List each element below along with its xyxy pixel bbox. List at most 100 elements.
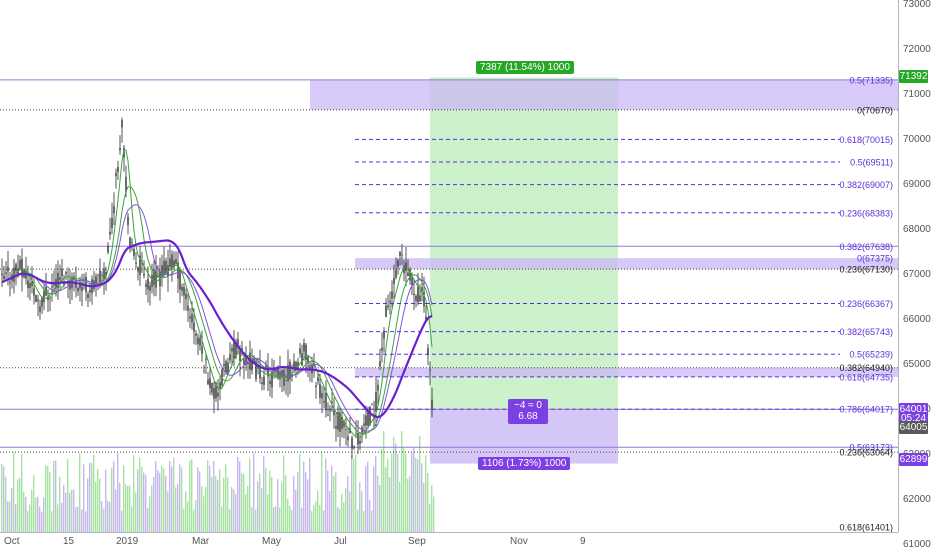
candle-body (347, 436, 349, 441)
volume-bar (105, 469, 107, 532)
volume-bar (417, 459, 419, 532)
volume-bar (173, 457, 175, 532)
volume-bar (319, 504, 321, 532)
volume-bar (249, 458, 251, 532)
fib-level-label: 0.382(69007) (839, 180, 893, 190)
moving-average-line (1, 204, 433, 432)
fib-level-label: 0.5(71335) (849, 75, 893, 85)
candle-body (303, 343, 305, 352)
candle-body (271, 371, 273, 388)
volume-bar (165, 475, 167, 532)
volume-bar (313, 505, 315, 532)
candle-body (49, 297, 51, 299)
volume-bar (383, 431, 385, 532)
candle-body (341, 416, 343, 429)
candle-body (379, 361, 381, 367)
volume-bar (141, 466, 143, 532)
volume-bar (399, 481, 401, 532)
price-axis-badge: 71392 (899, 70, 928, 84)
risk-reward-ratio: 6.68 (518, 411, 538, 422)
candle-body (113, 206, 115, 214)
volume-bar (431, 485, 433, 532)
volume-bar (239, 461, 241, 532)
volume-bar (143, 472, 145, 532)
price-axis-badge: 64005 (899, 420, 928, 434)
candle-body (321, 392, 323, 399)
fib-level-label: 0.382(64940) (839, 363, 893, 373)
candle-body (165, 260, 167, 274)
candle-body (325, 393, 327, 411)
volume-bar (91, 463, 93, 532)
volume-bar (325, 458, 327, 532)
volume-bar (47, 466, 49, 532)
candle-body (263, 376, 265, 385)
volume-bar (1, 463, 3, 532)
volume-bar (235, 494, 237, 532)
candle-body (173, 260, 175, 268)
volume-bar (315, 501, 317, 532)
candle-body (37, 299, 39, 302)
volume-bar (181, 467, 183, 532)
volume-bar (403, 447, 405, 532)
risk-reward-box[interactable]: −4 ≈ 0 6.68 (508, 399, 548, 424)
volume-bar (311, 511, 313, 532)
volume-bar (195, 499, 197, 532)
volume-bar (33, 475, 35, 532)
candle-body (225, 361, 227, 373)
volume-bar (19, 477, 21, 532)
candle-body (323, 400, 325, 403)
candle-body (99, 270, 101, 283)
candle-body (191, 314, 193, 323)
volume-bar (23, 491, 25, 532)
candle-body (89, 289, 91, 293)
volume-bar (123, 465, 125, 532)
candle-body (377, 384, 379, 391)
volume-bar (413, 447, 415, 532)
volume-bar (129, 485, 131, 532)
candle-body (399, 251, 401, 256)
volume-bar (245, 494, 247, 532)
candle-body (81, 286, 83, 292)
volume-bar (363, 511, 365, 532)
candle-body (343, 421, 345, 428)
candle-body (101, 274, 103, 276)
volume-bar (409, 475, 411, 532)
volume-bar (99, 478, 101, 532)
volume-bar (139, 457, 141, 532)
volume-bar (371, 510, 373, 532)
volume-bar (119, 482, 121, 532)
candle-body (205, 358, 207, 361)
volume-bar (263, 455, 265, 532)
fib-level-label: 0.786(64017) (839, 405, 893, 415)
moving-average-line (1, 239, 433, 419)
volume-bar (49, 472, 51, 532)
candle-body (231, 348, 233, 352)
volume-bar (307, 479, 309, 532)
volume-bar (349, 491, 351, 532)
volume-bar (221, 506, 223, 532)
candle-body (407, 272, 409, 276)
candle-body (15, 264, 17, 272)
volume-bar (107, 500, 109, 532)
volume-bar (175, 487, 177, 532)
volume-bar (185, 491, 187, 532)
candle-body (397, 260, 399, 267)
volume-bar (133, 455, 135, 532)
price-chart[interactable]: 0.5(71335) 0(70670) 0.618(70015) 0.5(69511)… (0, 0, 898, 532)
candle-body (63, 282, 65, 285)
volume-bar (357, 509, 359, 532)
volume-bar (93, 454, 95, 532)
candle-body (135, 262, 137, 264)
candle-body (227, 362, 229, 375)
volume-bar (155, 460, 157, 532)
volume-bar (225, 464, 227, 532)
volume-bar (355, 454, 357, 532)
price-axis-label: 70000 (903, 134, 931, 145)
candle-body (411, 277, 413, 286)
candle-body (335, 425, 337, 429)
candle-body (415, 295, 417, 301)
volume-bar (365, 466, 367, 532)
volume-bar (375, 455, 377, 532)
candle-body (305, 344, 307, 360)
